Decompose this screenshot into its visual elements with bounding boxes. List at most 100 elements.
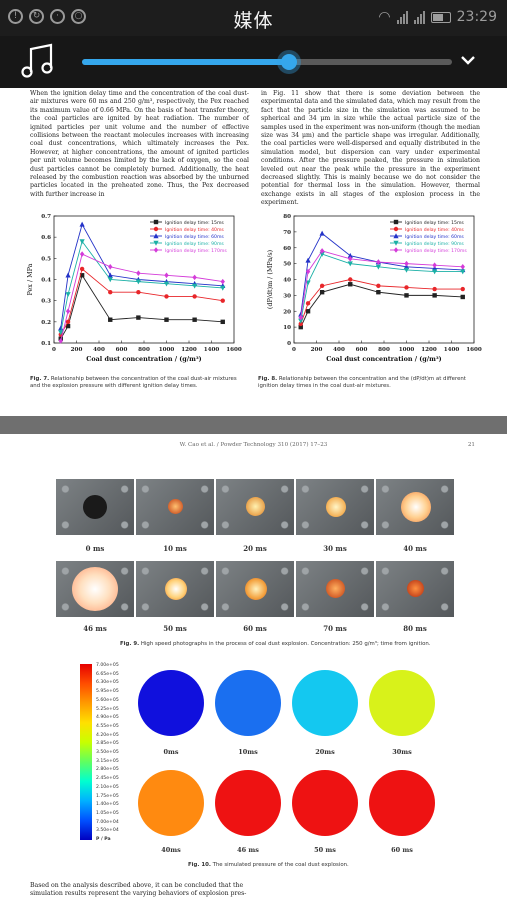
colorbar-unit: P / Pa <box>96 837 111 843</box>
data-point <box>153 247 159 253</box>
data-point <box>298 321 303 327</box>
running-header: W. Cao et al. / Powder Technology 310 (2… <box>179 442 328 448</box>
data-point <box>404 285 409 290</box>
fig10-caption: Fig. 10. The simulated pressure of the c… <box>188 862 448 869</box>
data-point <box>163 281 170 287</box>
battery-icon <box>430 11 451 23</box>
series-line <box>300 283 463 328</box>
photo-frame <box>56 479 134 535</box>
pressure-circle <box>369 670 435 736</box>
signal-icon-2 <box>413 10 425 24</box>
colorbar-tick: 3.85e+05 <box>96 741 119 747</box>
sim-time-label: 0ms <box>163 748 179 756</box>
data-point <box>305 309 311 314</box>
fig9-caption-text: High speed photographs in the process of… <box>140 641 431 647</box>
data-point <box>319 290 325 295</box>
legend-entry: Ignition delay time: 170ms <box>405 248 467 254</box>
photo-frame <box>216 479 294 535</box>
x-tick-label: 1200 <box>421 347 437 353</box>
legend-entry: Ignition delay time: 170ms <box>165 248 227 254</box>
data-point <box>460 269 466 275</box>
legend-entry: Ignition delay time: 90ms <box>405 241 464 247</box>
y-tick-label: 0.2 <box>41 320 51 326</box>
fig8-caption-label: Fig. 8. <box>258 376 278 382</box>
data-point <box>79 251 85 257</box>
photo-frame <box>216 561 294 617</box>
media-volume-bar <box>0 36 507 88</box>
colorbar-tick: 1.75e+05 <box>96 793 119 799</box>
data-point <box>460 294 465 300</box>
data-point <box>347 261 353 267</box>
colorbar-tick: 6.65e+05 <box>96 671 119 677</box>
data-point <box>393 226 399 232</box>
data-point <box>348 277 353 282</box>
data-point <box>135 279 141 285</box>
volume-slider-knob[interactable] <box>281 54 298 70</box>
y-tick-label: 60 <box>283 246 291 252</box>
x-tick-label: 800 <box>378 347 390 353</box>
y-tick-label: 50 <box>283 262 291 268</box>
app-title: 媒体 <box>233 10 274 32</box>
legend-entry: Ignition delay time: 60ms <box>165 234 224 240</box>
photo-time: 60 ms <box>243 624 267 633</box>
x-tick-label: 1000 <box>159 347 175 353</box>
data-point <box>404 293 409 298</box>
data-point <box>298 318 304 324</box>
colorbar-tick: 4.20e+05 <box>96 732 119 738</box>
data-point <box>164 317 169 322</box>
data-point <box>220 319 225 325</box>
sim-time-label: 40ms <box>161 846 181 854</box>
data-point <box>393 240 399 246</box>
data-point <box>348 282 353 287</box>
data-point <box>107 277 113 283</box>
notification-icons: ! ↻ · ○ <box>8 9 86 24</box>
data-point <box>65 323 71 329</box>
data-point <box>305 268 311 275</box>
chevron-down-icon[interactable] <box>458 52 478 68</box>
data-point <box>432 265 438 271</box>
x-tick-label: 200 <box>311 347 323 353</box>
legend-entry: Ignition delay time: 90ms <box>165 241 224 247</box>
x-tick-label: 600 <box>116 347 128 353</box>
data-point <box>305 301 311 306</box>
data-point <box>432 293 437 298</box>
fig7-caption: Fig. 7. Relationship between the concent… <box>30 376 245 390</box>
series-line <box>60 253 223 341</box>
fig7-caption-text: Relationship between the concentration o… <box>30 376 237 389</box>
data-point <box>58 338 63 344</box>
legend-entry: Ignition delay time: 60ms <box>405 234 464 240</box>
pressure-circle <box>138 670 204 736</box>
colorbar-tick: 1.05e+05 <box>96 810 119 816</box>
x-tick-label: 1600 <box>466 347 482 353</box>
data-point <box>108 290 113 295</box>
fig9-caption-label: Fig. 9. <box>120 641 140 647</box>
clock: 23:29 <box>456 9 497 25</box>
photo-frame <box>136 561 214 617</box>
data-point <box>298 324 303 330</box>
series-line <box>300 279 463 325</box>
x-axis-label: Coal dust concentration / (g/m³) <box>86 355 201 363</box>
system-indicators: ◠ 23:29 <box>378 9 497 25</box>
sim-time-label: 10ms <box>238 748 258 756</box>
y-tick-label: 10 <box>283 325 291 331</box>
fig8-svg: 0 200 400 600 800 1000 1200 1400 1600 0 10 20 30 40 50… <box>266 214 482 363</box>
fig8-caption: Fig. 8. Relationship between the concent… <box>258 376 473 390</box>
x-tick-label: 800 <box>138 347 150 353</box>
status-bar: ! ↻ · ○ 媒体 ◠ 23:29 <box>0 0 507 36</box>
x-tick-label: 200 <box>71 347 83 353</box>
fig7-svg: 0 200 400 600 800 1000 1200 1400 1600 0.1 0.2 0.3 0.… <box>26 214 242 363</box>
x-tick-label: 600 <box>356 347 368 353</box>
volume-slider[interactable] <box>82 54 452 70</box>
sim-time-label: 30ms <box>392 748 412 756</box>
colorbar-tick: 2.80e+05 <box>96 767 119 773</box>
music-note-icon <box>21 43 53 78</box>
photo-frame <box>376 561 454 617</box>
photo-time: 80 ms <box>403 624 427 633</box>
y-tick-label: 0.7 <box>41 214 51 220</box>
y-tick-label: 0.1 <box>41 341 51 347</box>
data-point <box>220 278 225 285</box>
data-point <box>136 290 141 295</box>
y-tick-label: 0.5 <box>41 256 51 262</box>
fig8-chart: 0 200 400 600 800 1000 1200 1400 1600 0 10 20 30 40 50… <box>262 208 487 373</box>
pressure-circle <box>292 770 358 836</box>
